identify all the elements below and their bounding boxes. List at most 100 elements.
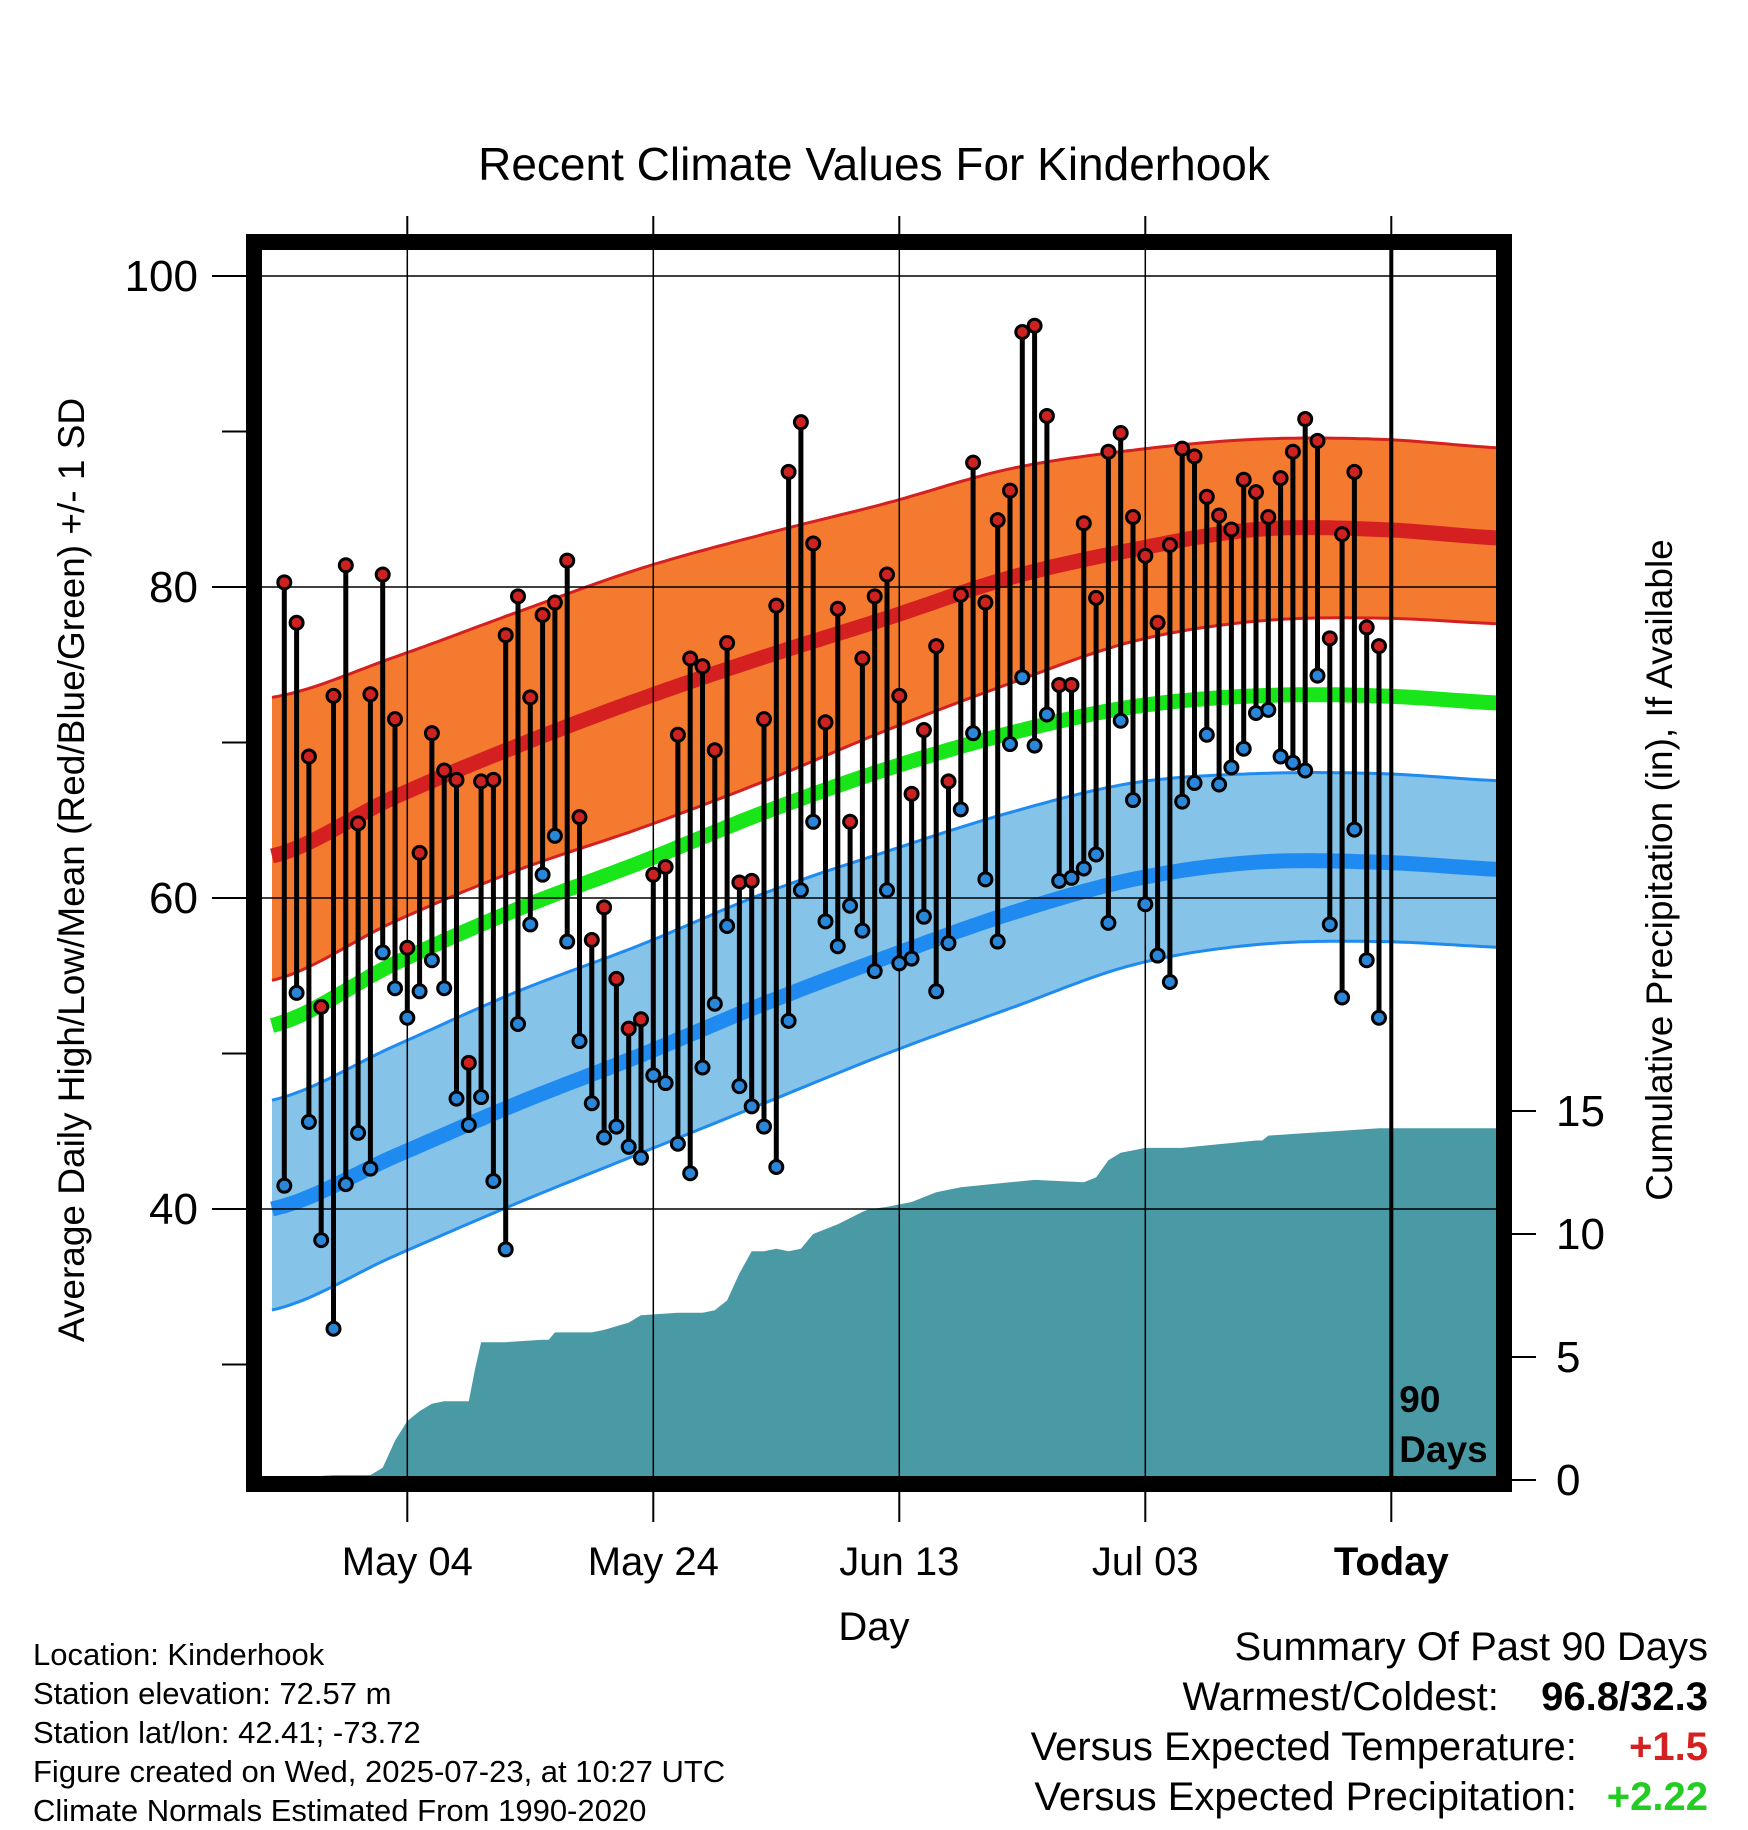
daily-low-point <box>1284 754 1301 771</box>
daily-low-point <box>817 913 834 930</box>
daily-high-point <box>411 844 428 861</box>
daily-low-point <box>1149 947 1166 964</box>
daily-low-point <box>497 1241 514 1258</box>
daily-low-point <box>633 1149 649 1166</box>
daily-low-point <box>522 916 539 933</box>
summary-temperature: Versus Expected Temperature: +1.5 <box>1031 1722 1708 1772</box>
today-marker-label: Days <box>1399 1429 1487 1470</box>
daily-high-point <box>1112 425 1129 442</box>
low-normal-band-lower-edge <box>271 939 1500 1312</box>
daily-low-point <box>1002 736 1018 753</box>
summary-precipitation: Versus Expected Precipitation: +2.22 <box>1031 1772 1708 1822</box>
x-tick-label: May 24 <box>588 1540 719 1584</box>
daily-low-point <box>1174 793 1191 810</box>
daily-high-point <box>559 552 576 569</box>
daily-high-point <box>879 566 895 583</box>
daily-high-point <box>313 998 330 1015</box>
daily-high-point <box>669 726 686 743</box>
elevation-text: Station elevation: 72.57 m <box>33 1676 392 1711</box>
daily-low-point <box>854 922 871 939</box>
daily-high-point <box>620 1020 637 1037</box>
daily-high-point <box>1284 443 1301 460</box>
daily-high-point <box>510 588 526 605</box>
precip-label: Versus Expected Precipitation: <box>1034 1775 1577 1819</box>
daily-low-point <box>915 908 932 925</box>
location-text: Location: Kinderhook <box>33 1637 325 1672</box>
y2-axis-label: Cumulative Precipitation (in), If Availa… <box>1639 539 1680 1201</box>
daily-high-point <box>719 634 736 651</box>
daily-low-point <box>288 984 305 1001</box>
daily-high-point <box>645 866 662 883</box>
daily-high-point <box>817 714 834 731</box>
daily-low-point <box>350 1124 367 1141</box>
daily-high-point <box>1223 521 1240 538</box>
temp-label: Versus Expected Temperature: <box>1030 1725 1577 1769</box>
summary-warmest-coldest: Warmest/Coldest: 96.8/32.3 <box>1031 1672 1709 1722</box>
daily-low-point <box>436 980 453 997</box>
daily-low-point <box>559 933 576 950</box>
daily-high-point <box>952 586 969 603</box>
y-tick-label: 100 <box>125 252 198 301</box>
daily-low-point <box>866 963 883 980</box>
daily-high-point <box>1272 470 1289 487</box>
daily-low-point <box>842 897 859 914</box>
y-tick-label: 60 <box>149 874 198 923</box>
daily-low-point <box>1309 667 1326 684</box>
daily-low-point <box>276 1177 293 1194</box>
daily-low-point <box>1371 1009 1387 1026</box>
daily-low-point <box>546 827 563 844</box>
daily-low-point <box>903 950 920 967</box>
plot-area: 90 Days <box>258 236 1500 1480</box>
daily-high-point <box>485 771 502 788</box>
low-normal-line <box>270 853 1500 1217</box>
daily-high-point <box>989 512 1006 529</box>
daily-high-point <box>682 650 699 667</box>
daily-low-point <box>325 1320 342 1337</box>
daily-low-point <box>337 1176 354 1193</box>
daily-low-point <box>682 1165 699 1182</box>
x-axis-label: Day <box>838 1605 909 1649</box>
chart-title: Recent Climate Values For Kinderhook <box>478 138 1271 190</box>
daily-low-point <box>300 1113 317 1130</box>
daily-high-point <box>534 606 551 623</box>
daily-high-point <box>374 566 391 583</box>
daily-high-point <box>596 899 613 916</box>
daily-low-point <box>608 1118 625 1135</box>
daily-high-point <box>276 574 293 591</box>
today-marker-label: 90 <box>1399 1379 1440 1420</box>
y2-tick-label: 0 <box>1556 1456 1580 1505</box>
daily-low-point <box>1321 916 1338 933</box>
daily-high-point <box>1186 448 1203 465</box>
daily-high-point <box>1235 471 1252 488</box>
daily-low-point <box>1038 706 1055 723</box>
warmest-coldest-label: Warmest/Coldest: <box>1182 1675 1499 1719</box>
y-tick-label: 80 <box>149 563 198 612</box>
daily-low-point <box>669 1135 686 1152</box>
daily-low-point <box>313 1232 330 1249</box>
daily-high-point <box>1211 507 1228 524</box>
plot-content <box>258 246 1500 1480</box>
daily-high-point <box>842 813 859 830</box>
daily-low-point <box>879 882 895 899</box>
created-text: Figure created on Wed, 2025-07-23, at 10… <box>33 1754 726 1789</box>
daily-low-point <box>1112 712 1129 729</box>
daily-high-point <box>325 687 342 704</box>
daily-high-point <box>1063 676 1080 693</box>
daily-low-point <box>473 1089 490 1106</box>
daily-high-point <box>940 773 957 790</box>
daily-high-point <box>1149 614 1166 631</box>
daily-low-point <box>1014 669 1031 686</box>
daily-low-point <box>1161 973 1178 990</box>
y2-tick-label: 15 <box>1556 1087 1605 1136</box>
daily-high-point <box>928 638 945 655</box>
daily-high-point <box>546 594 563 611</box>
daily-low-point <box>1075 860 1092 877</box>
daily-low-point <box>534 866 551 883</box>
daily-high-point <box>288 614 305 631</box>
daily-low-point <box>1297 762 1314 779</box>
daily-low-point <box>620 1138 637 1155</box>
daily-low-point <box>1346 821 1363 838</box>
precip-value: +2.22 <box>1606 1775 1708 1819</box>
daily-high-point <box>657 858 674 875</box>
daily-high-point <box>1088 589 1105 606</box>
